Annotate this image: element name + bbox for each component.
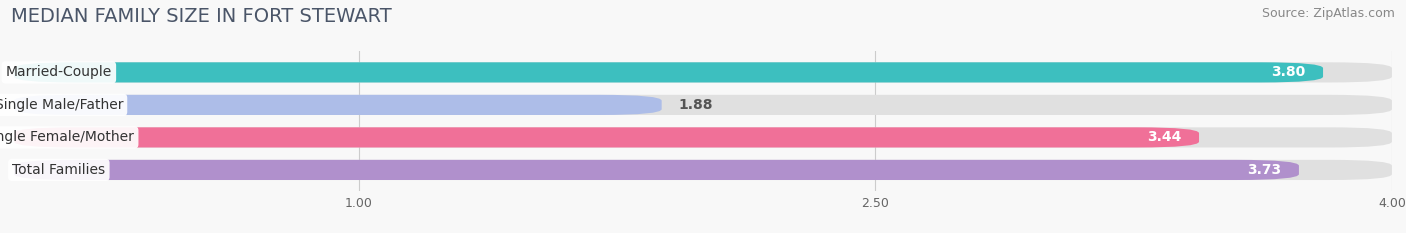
Text: Source: ZipAtlas.com: Source: ZipAtlas.com: [1261, 7, 1395, 20]
FancyBboxPatch shape: [14, 95, 1392, 115]
FancyBboxPatch shape: [14, 62, 1323, 82]
FancyBboxPatch shape: [14, 62, 1392, 82]
Text: Single Female/Mother: Single Female/Mother: [0, 130, 135, 144]
Text: Married-Couple: Married-Couple: [6, 65, 112, 79]
Text: Total Families: Total Families: [13, 163, 105, 177]
Text: 1.88: 1.88: [679, 98, 713, 112]
Text: 3.80: 3.80: [1271, 65, 1306, 79]
Text: 3.73: 3.73: [1247, 163, 1282, 177]
FancyBboxPatch shape: [14, 127, 1199, 147]
Text: MEDIAN FAMILY SIZE IN FORT STEWART: MEDIAN FAMILY SIZE IN FORT STEWART: [11, 7, 392, 26]
FancyBboxPatch shape: [14, 127, 1392, 147]
FancyBboxPatch shape: [14, 160, 1392, 180]
FancyBboxPatch shape: [14, 160, 1299, 180]
Text: Single Male/Father: Single Male/Father: [0, 98, 124, 112]
Text: 3.44: 3.44: [1147, 130, 1182, 144]
FancyBboxPatch shape: [14, 95, 662, 115]
